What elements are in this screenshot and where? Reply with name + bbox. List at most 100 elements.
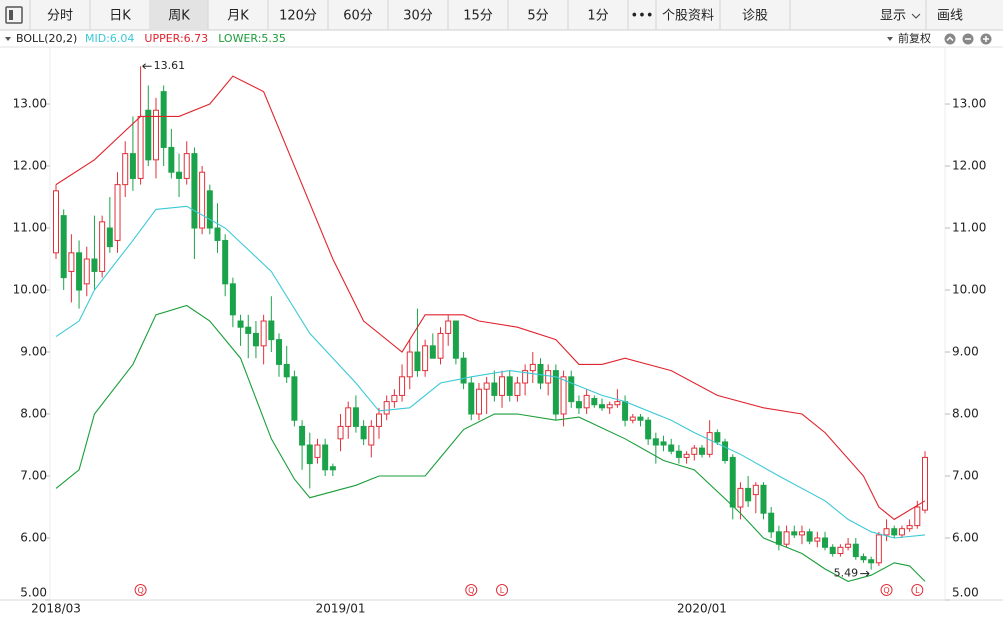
y-tick-label-right: 12.00	[952, 159, 986, 173]
candle-body	[337, 425, 344, 440]
y-tick-label: 8.00	[20, 407, 47, 421]
candle-body	[668, 444, 675, 452]
y-tick-label: 9.00	[20, 345, 47, 359]
candle-body	[914, 506, 921, 527]
candle-body	[129, 153, 136, 179]
tab[interactable]: 日K	[109, 9, 131, 24]
candle-body	[375, 413, 382, 427]
tab[interactable]: 月K	[227, 9, 249, 24]
candle-body	[745, 487, 752, 502]
marker-circle[interactable]	[880, 584, 893, 596]
dropdown-chevron	[911, 13, 921, 19]
candle-body	[468, 382, 475, 415]
candle-body	[199, 171, 206, 229]
candle-body	[106, 227, 113, 248]
tab[interactable]: •••	[630, 9, 653, 24]
y-tick-label: 6.00	[20, 531, 47, 545]
candle-body	[552, 370, 559, 415]
candle-body	[437, 332, 444, 359]
tab[interactable]: 30分	[403, 9, 433, 24]
candle-body	[537, 363, 544, 384]
candle-body	[91, 258, 98, 272]
legend-entry: MID:6.04	[85, 32, 134, 45]
marker-label: Q	[883, 586, 889, 595]
marker-label: L	[915, 586, 920, 595]
marker-label: Q	[468, 586, 474, 595]
y-tick-label-right: 10.00	[952, 283, 986, 297]
marker-circle[interactable]	[911, 584, 924, 596]
candle-body	[629, 416, 636, 421]
toolbar-button[interactable]: 显示	[880, 9, 906, 24]
plus-glyph	[983, 36, 989, 42]
candle-body	[868, 559, 875, 564]
marker-circle[interactable]	[465, 584, 478, 596]
candle-body	[183, 153, 190, 179]
candle-body	[99, 221, 106, 272]
min-label: 5.49	[834, 567, 859, 580]
candle-body	[883, 528, 890, 536]
tab[interactable]: 1分	[587, 9, 608, 24]
candle-body	[737, 487, 744, 508]
candle-body	[168, 146, 175, 173]
tab[interactable]: 15分	[463, 9, 493, 24]
candle-body	[314, 444, 321, 458]
dropdown-arrow[interactable]	[5, 37, 11, 41]
candle-body	[306, 444, 313, 465]
toolbar-button[interactable]: 画线	[937, 9, 963, 24]
marker-circle[interactable]	[134, 584, 147, 596]
candle-body	[245, 326, 252, 334]
y-tick-label-right: 6.00	[952, 531, 979, 545]
candle-body	[391, 394, 398, 403]
marker-label: Q	[137, 586, 143, 595]
panel-icon-bar	[9, 10, 13, 20]
candle-body	[145, 109, 152, 161]
tab[interactable]: 120分	[279, 9, 317, 24]
candle-body	[752, 484, 759, 496]
up-button[interactable]	[944, 33, 956, 45]
marker-label: L	[500, 586, 505, 595]
candle-body	[722, 441, 729, 462]
candle-body	[852, 543, 859, 558]
candle-body	[283, 363, 290, 378]
adjust-arrow[interactable]	[887, 37, 893, 41]
tab[interactable]: 60分	[343, 9, 373, 24]
candle-body	[214, 227, 221, 241]
candle-body	[675, 450, 682, 458]
tab[interactable]: 个股资料	[662, 9, 714, 24]
x-tick-label: 2019/01	[316, 602, 366, 616]
candle-body	[406, 351, 413, 378]
y-tick-label-right: 7.00	[952, 469, 979, 483]
candle-body	[429, 345, 436, 359]
candle-body	[575, 401, 582, 409]
marker-circle[interactable]	[496, 584, 509, 596]
candle-body	[260, 320, 267, 347]
candle-body	[422, 345, 429, 372]
adjust-label[interactable]: 前复权	[898, 31, 931, 45]
candle-body	[522, 370, 529, 384]
y-tick-label: 5.00	[20, 586, 47, 600]
candle-body	[798, 531, 805, 536]
candle-body	[53, 190, 59, 254]
candle-body	[160, 91, 167, 148]
candle-body	[68, 252, 75, 272]
panel-icon[interactable]	[5, 6, 23, 24]
candle-body	[652, 438, 659, 446]
candle-body	[698, 447, 705, 455]
candle-body	[399, 376, 406, 396]
candle-body	[83, 258, 90, 285]
band-line	[55, 75, 926, 521]
candle-body	[329, 466, 336, 471]
candle-body	[560, 376, 567, 415]
up-glyph	[946, 36, 954, 42]
tab[interactable]: 诊股	[742, 9, 768, 24]
candle-body	[352, 407, 359, 427]
tab[interactable]: 分时	[47, 9, 73, 24]
candle-body	[622, 401, 629, 421]
candle-body	[368, 425, 375, 446]
tab[interactable]: 5分	[527, 9, 548, 24]
candle-body	[452, 320, 459, 359]
candle-body	[829, 546, 836, 555]
candle-body	[360, 425, 367, 440]
max-label: 13.61	[154, 59, 186, 72]
tab[interactable]: 周K	[168, 9, 190, 24]
